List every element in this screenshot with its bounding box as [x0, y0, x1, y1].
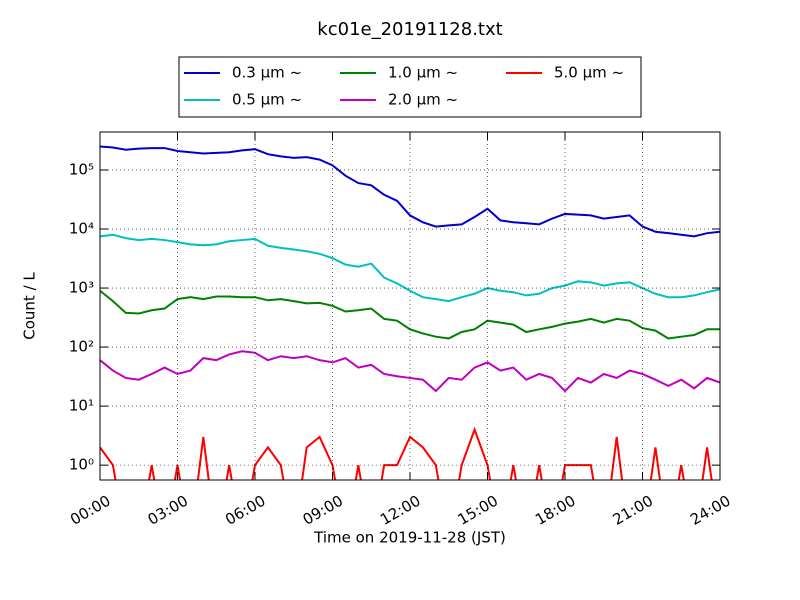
x-tick-label: 24:00: [687, 492, 733, 529]
series-line: [100, 289, 720, 340]
legend-box: [178, 56, 642, 118]
y-tick-label: 10¹: [69, 397, 94, 415]
legend-label: 0.3 μm ~: [232, 64, 302, 82]
y-tick-label: 10⁴: [69, 220, 94, 238]
series-line: [100, 350, 720, 393]
x-tick-label: 15:00: [455, 492, 501, 529]
legend-label: 5.0 μm ~: [554, 64, 624, 82]
x-tick-label: 21:00: [610, 492, 656, 529]
x-tick-label: 09:00: [300, 492, 346, 529]
x-tick-label: 12:00: [377, 492, 423, 529]
y-tick-label: 10³: [69, 279, 94, 297]
x-axis-label: Time on 2019-11-28 (JST): [313, 529, 506, 547]
x-tick-label: 06:00: [222, 492, 268, 529]
legend-label: 1.0 μm ~: [388, 64, 458, 82]
series-line: [100, 145, 720, 238]
legend-label: 2.0 μm ~: [388, 91, 458, 109]
plot-area: [100, 145, 720, 480]
x-tick-label: 00:00: [67, 492, 113, 529]
x-tick-label: 18:00: [532, 492, 578, 529]
y-tick-label: 10⁵: [69, 160, 94, 178]
legend-label: 0.5 μm ~: [232, 91, 302, 109]
y-tick-label: 10²: [69, 338, 94, 356]
y-axis-label: Count / L: [21, 272, 39, 340]
y-tick-label: 10⁰: [69, 456, 94, 474]
series-line: [100, 233, 720, 303]
x-tick-label: 03:00: [145, 492, 191, 529]
chart-title: kc01e_20191128.txt: [317, 19, 502, 40]
